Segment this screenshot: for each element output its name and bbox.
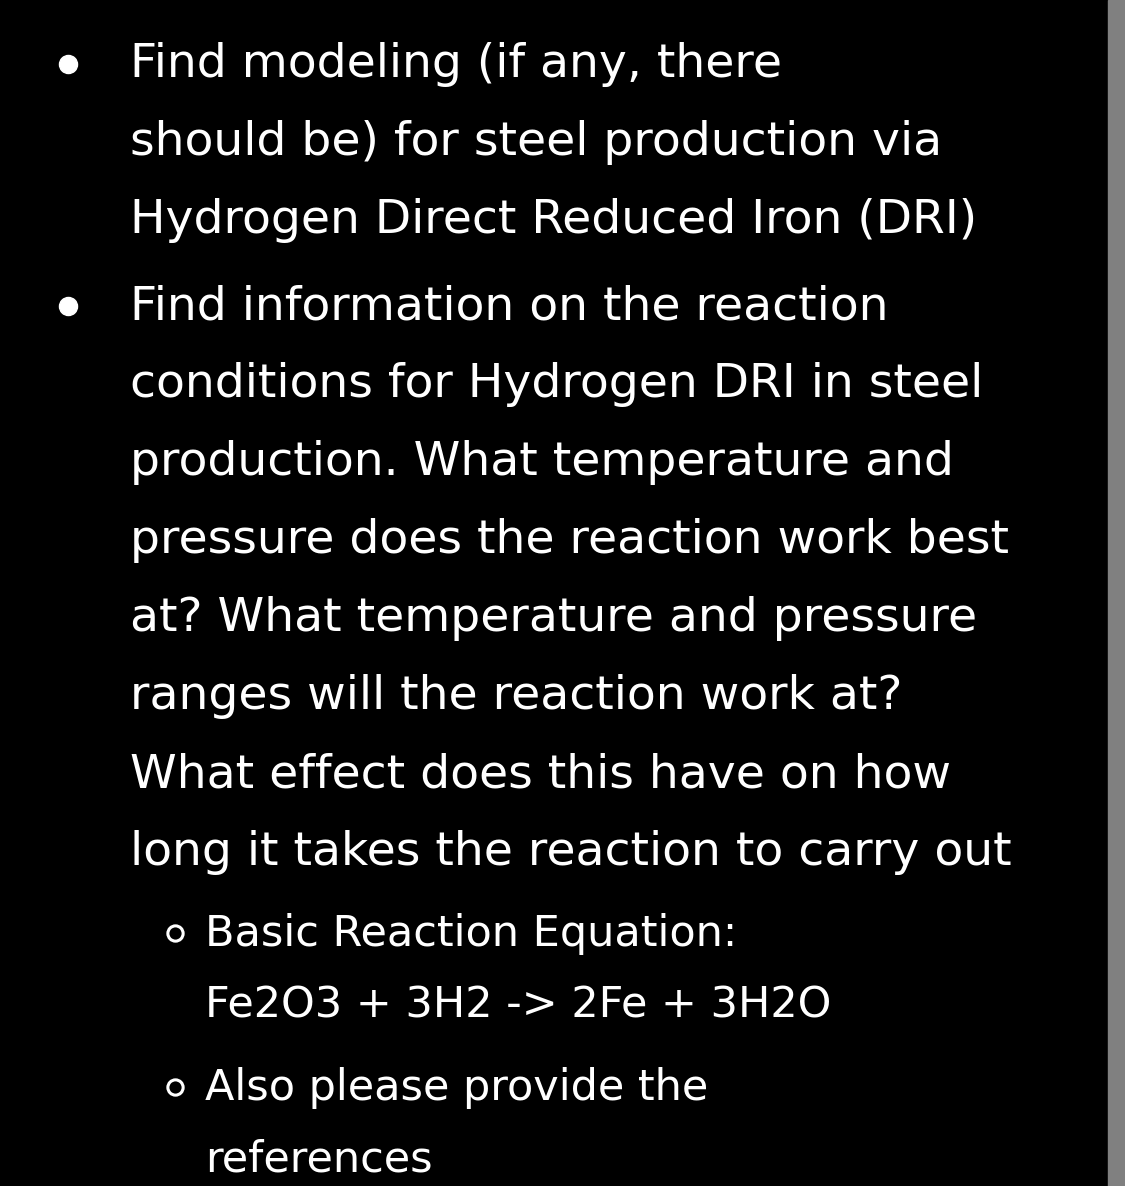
Text: Basic Reaction Equation:: Basic Reaction Equation:: [205, 913, 737, 955]
Text: ranges will the reaction work at?: ranges will the reaction work at?: [130, 674, 902, 719]
Text: Also please provide the: Also please provide the: [205, 1067, 709, 1109]
Text: What effect does this have on how: What effect does this have on how: [130, 752, 951, 797]
Text: Find modeling (if any, there: Find modeling (if any, there: [130, 42, 782, 87]
Text: long it takes the reaction to carry out: long it takes the reaction to carry out: [130, 830, 1011, 875]
Text: references: references: [205, 1139, 433, 1181]
Text: pressure does the reaction work best: pressure does the reaction work best: [130, 518, 1009, 563]
Text: Fe2O3 + 3H2 -> 2Fe + 3H2O: Fe2O3 + 3H2 -> 2Fe + 3H2O: [205, 986, 831, 1027]
Text: Hydrogen Direct Reduced Iron (DRI): Hydrogen Direct Reduced Iron (DRI): [130, 198, 978, 243]
Bar: [1108, 0, 1125, 1186]
Text: conditions for Hydrogen DRI in steel: conditions for Hydrogen DRI in steel: [130, 362, 983, 407]
Text: should be) for steel production via: should be) for steel production via: [130, 120, 942, 165]
Text: at? What temperature and pressure: at? What temperature and pressure: [130, 597, 978, 640]
Text: Find information on the reaction: Find information on the reaction: [130, 283, 889, 329]
Text: production. What temperature and: production. What temperature and: [130, 440, 954, 485]
